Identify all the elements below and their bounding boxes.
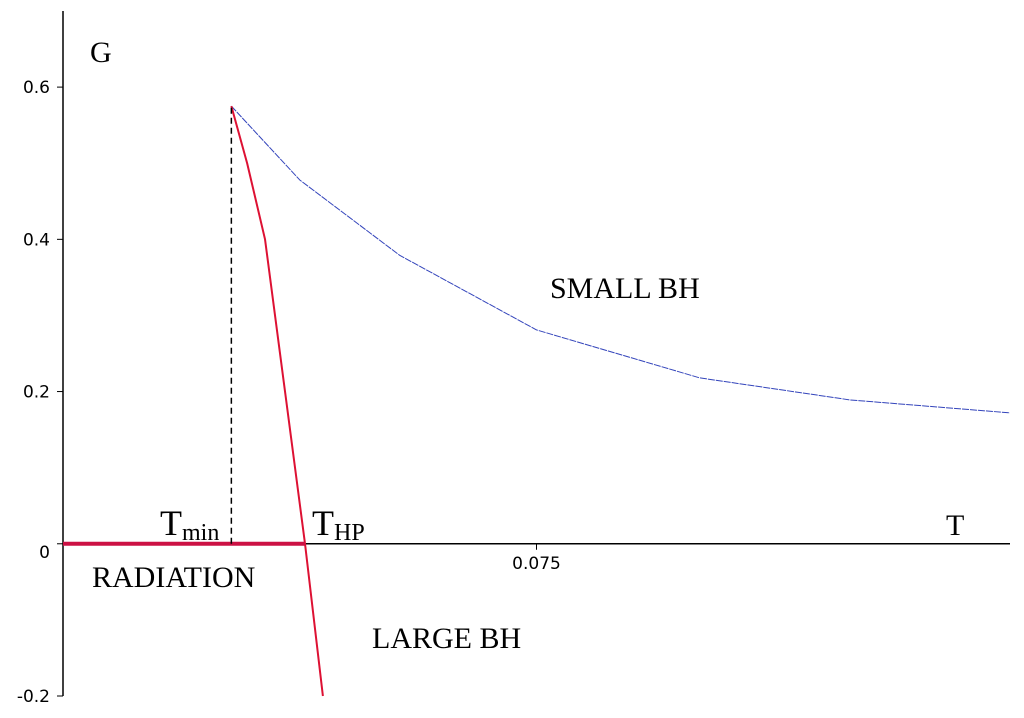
y-tick-label: 0.2 xyxy=(23,383,50,403)
annotation: Tmin xyxy=(160,503,219,546)
y-tick-label: 0 xyxy=(39,543,50,563)
y-tick-label: -0.2 xyxy=(17,687,50,707)
annotation: SMALL BH xyxy=(550,272,700,305)
series-line xyxy=(230,105,1011,414)
annotation-subscript: min xyxy=(182,520,219,546)
y-tick-label: 0.4 xyxy=(23,230,50,250)
annotation-text: SMALL BH xyxy=(550,272,700,305)
annotation: LARGE BH xyxy=(372,622,521,655)
series-line xyxy=(230,105,324,697)
annotation-text: T xyxy=(160,503,182,543)
x-tick-label: 0.075 xyxy=(512,554,561,574)
annotation-text: T xyxy=(312,503,334,543)
y-axis-label: G xyxy=(90,36,112,69)
x-axis-label: T xyxy=(946,509,964,542)
y-tick-label: 0.6 xyxy=(23,78,50,98)
annotation: THP xyxy=(312,503,365,546)
annotation-text: LARGE BH xyxy=(372,622,521,655)
annotation: RADIATION xyxy=(92,561,255,594)
annotation-subscript: HP xyxy=(334,520,365,546)
annotation-text: RADIATION xyxy=(92,561,255,594)
